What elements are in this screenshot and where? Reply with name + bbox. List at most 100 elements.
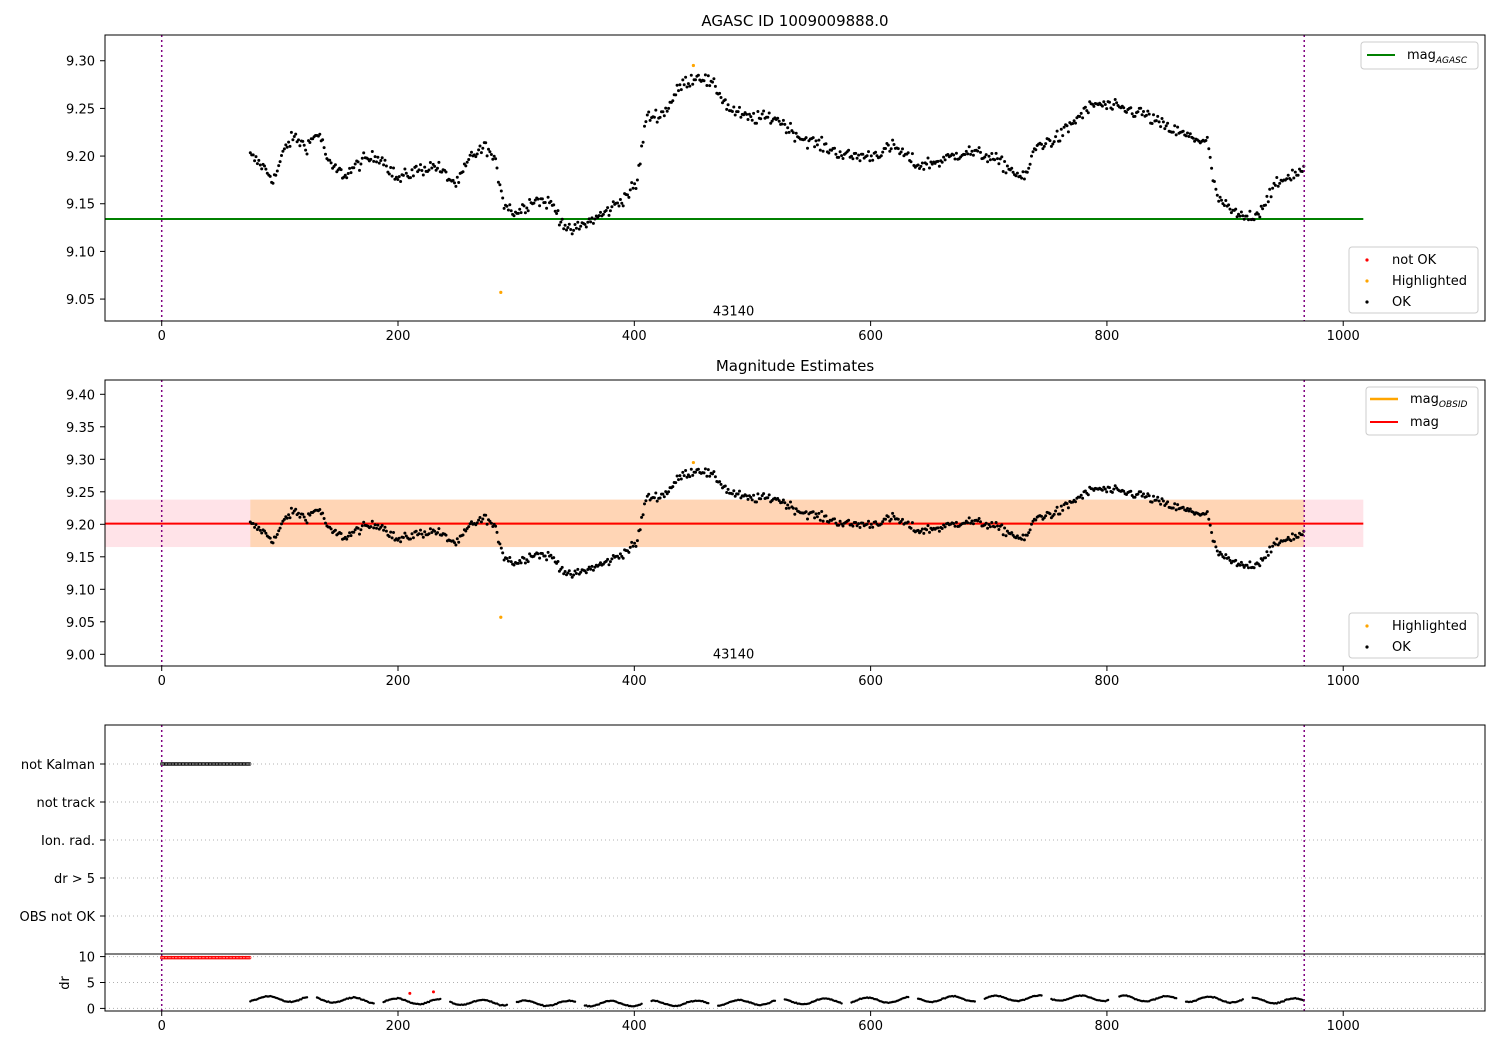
- data-point: [506, 559, 510, 563]
- data-point: [384, 529, 388, 533]
- data-point: [919, 164, 923, 168]
- legend-marker-ok: [1365, 300, 1369, 304]
- data-point: [783, 122, 787, 126]
- data-point: [969, 152, 973, 156]
- data-point: [411, 174, 415, 178]
- data-point: [346, 534, 350, 538]
- panel-dr: 0 200 400 600 800 1000 0 5 10 dr: [58, 951, 1486, 1034]
- data-point: [359, 162, 363, 166]
- data-point: [644, 499, 648, 503]
- data-point: [1215, 193, 1219, 197]
- data-point: [889, 517, 893, 521]
- y-tick-label: 5: [87, 977, 95, 992]
- dr-point: [305, 996, 309, 999]
- data-point: [954, 520, 958, 524]
- data-point: [705, 474, 709, 478]
- data-point: [1003, 526, 1007, 530]
- data-point: [1258, 564, 1262, 568]
- data-point: [925, 528, 929, 532]
- data-point: [389, 166, 393, 169]
- data-point: [1261, 558, 1265, 562]
- data-point: [1217, 199, 1221, 203]
- data-point: [713, 475, 717, 479]
- data-point: [1041, 147, 1045, 151]
- data-point: [1072, 119, 1076, 123]
- data-point: [1159, 125, 1163, 129]
- data-point: [1105, 107, 1109, 111]
- data-point: [640, 144, 644, 148]
- data-point: [512, 563, 516, 567]
- data-point: [321, 511, 325, 515]
- dr-point: [1040, 994, 1043, 997]
- data-point: [1214, 545, 1218, 549]
- data-point: [884, 147, 887, 150]
- data-point: [781, 498, 785, 502]
- data-point: [706, 468, 710, 472]
- data-point: [1110, 107, 1114, 111]
- data-point: [681, 78, 685, 82]
- data-point: [457, 540, 461, 544]
- data-point: [428, 527, 432, 531]
- data-point: [560, 565, 564, 569]
- data-point: [665, 109, 669, 113]
- data-point: [485, 522, 489, 526]
- highlighted-point: [691, 460, 695, 465]
- data-point: [896, 517, 900, 521]
- data-point: [1004, 534, 1008, 538]
- data-point: [815, 143, 819, 147]
- data-point: [1079, 111, 1083, 115]
- data-point: [1001, 533, 1005, 537]
- data-point: [617, 204, 621, 208]
- data-point: [969, 521, 973, 525]
- panel3-vlines: [160, 725, 1305, 954]
- data-point: [608, 209, 612, 213]
- panel1-axes: [104, 34, 1486, 322]
- data-point: [1224, 199, 1228, 202]
- data-point: [1061, 508, 1065, 512]
- data-point: [789, 121, 792, 125]
- data-point: [489, 521, 493, 525]
- data-point: [781, 118, 785, 122]
- data-point: [733, 113, 737, 117]
- data-point: [477, 148, 481, 152]
- data-point: [499, 189, 503, 193]
- x-tick-label: 200: [386, 674, 411, 689]
- data-point: [868, 159, 872, 163]
- data-point: [1156, 495, 1160, 499]
- panel2-legend-bottom: Highlighted OK: [1348, 612, 1479, 659]
- data-point: [522, 204, 526, 208]
- data-point: [1000, 523, 1004, 527]
- data-point: [1092, 104, 1096, 108]
- data-point: [745, 494, 749, 498]
- data-point: [679, 477, 683, 481]
- data-point: [1292, 537, 1296, 541]
- data-point: [984, 153, 988, 157]
- data-point: [837, 155, 841, 159]
- data-point: [1025, 533, 1029, 537]
- data-point: [437, 527, 441, 531]
- data-point: [685, 85, 689, 89]
- data-point: [1160, 117, 1164, 120]
- x-tick-label: 0: [158, 674, 166, 689]
- data-point: [916, 528, 920, 532]
- flag-label: not track: [36, 796, 95, 811]
- data-point: [1113, 484, 1117, 488]
- data-point: [858, 159, 862, 163]
- data-point: [952, 153, 956, 157]
- data-point: [647, 110, 651, 114]
- legend-label-highlighted: Highlighted: [1392, 619, 1467, 634]
- data-point: [841, 157, 845, 160]
- data-point: [886, 515, 890, 519]
- data-point: [376, 155, 380, 159]
- data-point: [289, 130, 293, 134]
- data-point: [356, 160, 360, 164]
- data-point: [297, 511, 300, 515]
- data-point: [268, 536, 272, 540]
- data-point: [574, 572, 578, 575]
- data-point: [419, 528, 422, 532]
- data-point: [786, 503, 790, 507]
- data-point: [1214, 187, 1218, 191]
- data-point: [1122, 489, 1126, 493]
- data-point: [789, 500, 792, 504]
- panel-flags: not Kalman not track Ion. rad. dr > 5 OBS no…: [20, 724, 1486, 955]
